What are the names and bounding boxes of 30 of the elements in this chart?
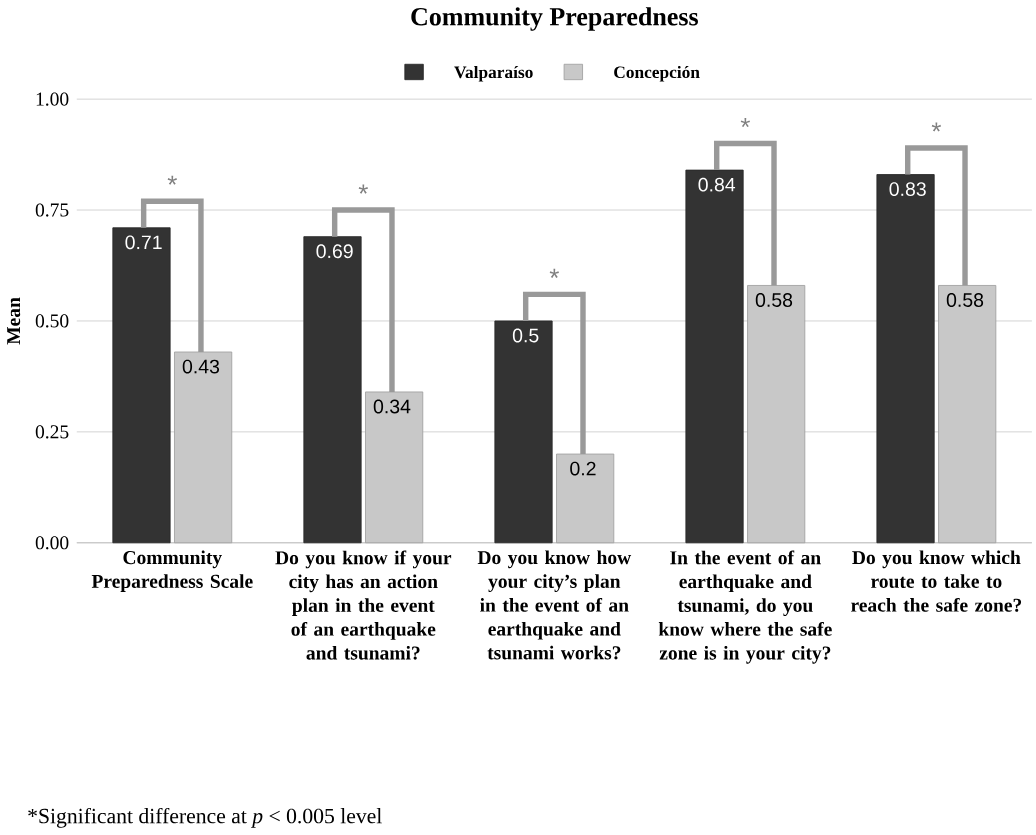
data-label: 0.34 [373, 399, 411, 414]
data-label: 0.83 [889, 182, 926, 197]
chart-title: Community Preparedness [411, 7, 698, 31]
x-tick-label: Do you know which route to take to reach the safe zone? [851, 550, 1022, 612]
legend-label: Concepción [614, 65, 700, 82]
x-tick-label: Do you know if your city has an action plan in the event of an earthquake and tsunami? [275, 550, 452, 660]
data-label: 0.5 [512, 328, 539, 343]
x-tick-label: In the event of an earthquake and tsunami, do you know where the safe zone is in your city? [658, 550, 832, 664]
data-label: 0.2 [570, 461, 596, 476]
annotation: * [167, 175, 177, 185]
y-tick-label: 1.00 [36, 92, 69, 106]
data-label: 0.58 [755, 293, 793, 307]
legend-label: Valparaíso [454, 65, 533, 82]
annotation: * [931, 122, 942, 132]
data-label: 0.58 [946, 293, 984, 307]
data-label: 0.71 [125, 235, 162, 250]
data-label: 0.43 [182, 359, 220, 374]
y-tick-label: 0.75 [35, 203, 69, 217]
annotation: * [549, 268, 559, 278]
y-tick-label: 0.00 [35, 536, 69, 550]
x-tick-label: Community Preparedness Scale [91, 550, 253, 592]
data-label: 0.69 [316, 244, 353, 259]
annotation: * [740, 117, 751, 128]
y-axis-title: Mean [7, 297, 21, 345]
annotation: * [358, 184, 368, 194]
x-tick-label: Do you know how your city’s plan in the event of an earthquake and tsunami works? [477, 550, 632, 660]
text: *Significant difference at p < 0.005 level [28, 807, 382, 828]
data-label: 0.84 [698, 177, 736, 192]
y-tick-label: 0.50 [35, 314, 69, 328]
y-tick-label: 0.25 [35, 425, 69, 439]
